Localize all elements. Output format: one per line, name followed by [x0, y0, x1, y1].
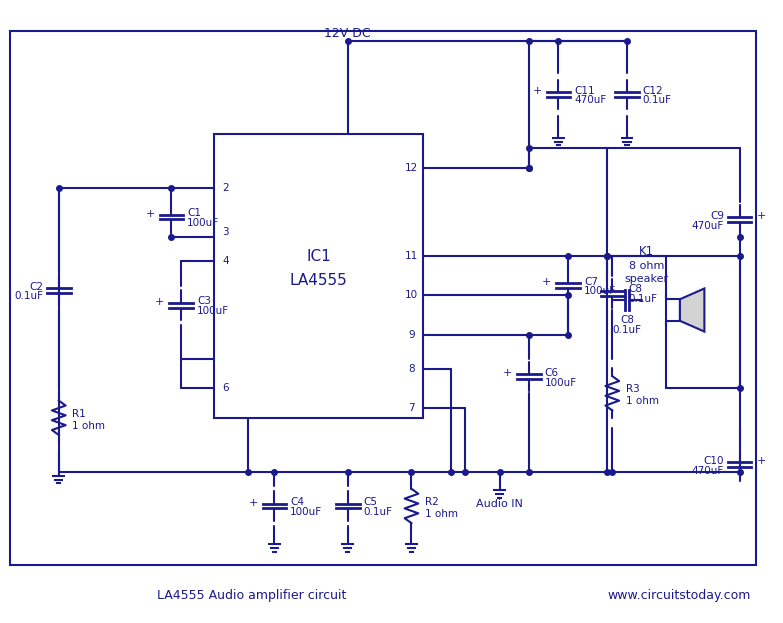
- Text: 100uF: 100uF: [290, 507, 322, 517]
- Text: C3: C3: [197, 296, 211, 307]
- Text: 0.1uF: 0.1uF: [363, 507, 392, 517]
- Text: 8: 8: [408, 364, 415, 374]
- Text: 0.1uF: 0.1uF: [643, 95, 672, 105]
- Text: 100uF: 100uF: [197, 306, 229, 316]
- Text: 4: 4: [222, 256, 229, 266]
- Text: R3: R3: [626, 384, 640, 394]
- Text: 470uF: 470uF: [691, 221, 724, 231]
- Text: +: +: [503, 368, 512, 378]
- Text: 100uF: 100uF: [545, 378, 577, 388]
- Text: 9: 9: [408, 330, 415, 340]
- Text: 0.1uF: 0.1uF: [628, 294, 657, 304]
- Text: www.circuitstoday.com: www.circuitstoday.com: [608, 589, 751, 602]
- Text: 3: 3: [222, 227, 229, 237]
- Text: R1: R1: [73, 409, 86, 419]
- Text: C1: C1: [187, 208, 201, 218]
- Text: 8 ohm: 8 ohm: [629, 261, 664, 271]
- Text: C10: C10: [703, 456, 724, 466]
- Bar: [666, 299, 680, 321]
- Text: Audio IN: Audio IN: [476, 499, 523, 509]
- Text: C11: C11: [574, 85, 595, 95]
- Polygon shape: [680, 288, 705, 331]
- Text: 7: 7: [408, 403, 415, 413]
- Text: 1 ohm: 1 ohm: [425, 509, 458, 519]
- Text: C7: C7: [584, 277, 598, 287]
- Text: 2: 2: [222, 183, 229, 193]
- Text: +: +: [756, 457, 766, 467]
- Text: +: +: [155, 297, 164, 307]
- Text: C9: C9: [710, 211, 724, 221]
- Bar: [214, 134, 424, 418]
- Text: 12V DC: 12V DC: [324, 27, 371, 40]
- Text: C8: C8: [620, 315, 634, 325]
- Text: K1: K1: [639, 245, 654, 258]
- Text: +: +: [146, 209, 155, 219]
- Text: C12: C12: [643, 85, 663, 95]
- Text: C8: C8: [628, 285, 642, 295]
- Text: 470uF: 470uF: [574, 95, 606, 105]
- Text: 11: 11: [405, 251, 418, 261]
- Text: +: +: [532, 86, 542, 96]
- Text: R2: R2: [425, 497, 439, 507]
- Text: +: +: [248, 498, 258, 508]
- Text: 12: 12: [405, 163, 418, 173]
- Text: LA4555 Audio amplifier circuit: LA4555 Audio amplifier circuit: [157, 589, 346, 602]
- Text: 1 ohm: 1 ohm: [626, 396, 659, 406]
- Text: 100uF: 100uF: [584, 287, 616, 297]
- Text: C5: C5: [363, 497, 377, 507]
- Bar: [10, 31, 756, 564]
- Text: 1 ohm: 1 ohm: [73, 421, 106, 430]
- Text: 0.1uF: 0.1uF: [14, 292, 43, 302]
- Text: 6: 6: [222, 383, 229, 393]
- Text: +: +: [542, 277, 551, 287]
- Text: C2: C2: [29, 282, 43, 292]
- Text: 0.1uF: 0.1uF: [612, 325, 641, 335]
- Text: C4: C4: [290, 497, 304, 507]
- Text: 100uF: 100uF: [187, 218, 219, 228]
- Text: LA4555: LA4555: [290, 273, 348, 288]
- Text: 470uF: 470uF: [691, 466, 724, 476]
- Text: +: +: [756, 211, 766, 221]
- Text: C6: C6: [545, 368, 559, 378]
- Text: IC1: IC1: [306, 249, 330, 264]
- Text: speaker: speaker: [625, 273, 669, 283]
- Text: 10: 10: [405, 290, 418, 300]
